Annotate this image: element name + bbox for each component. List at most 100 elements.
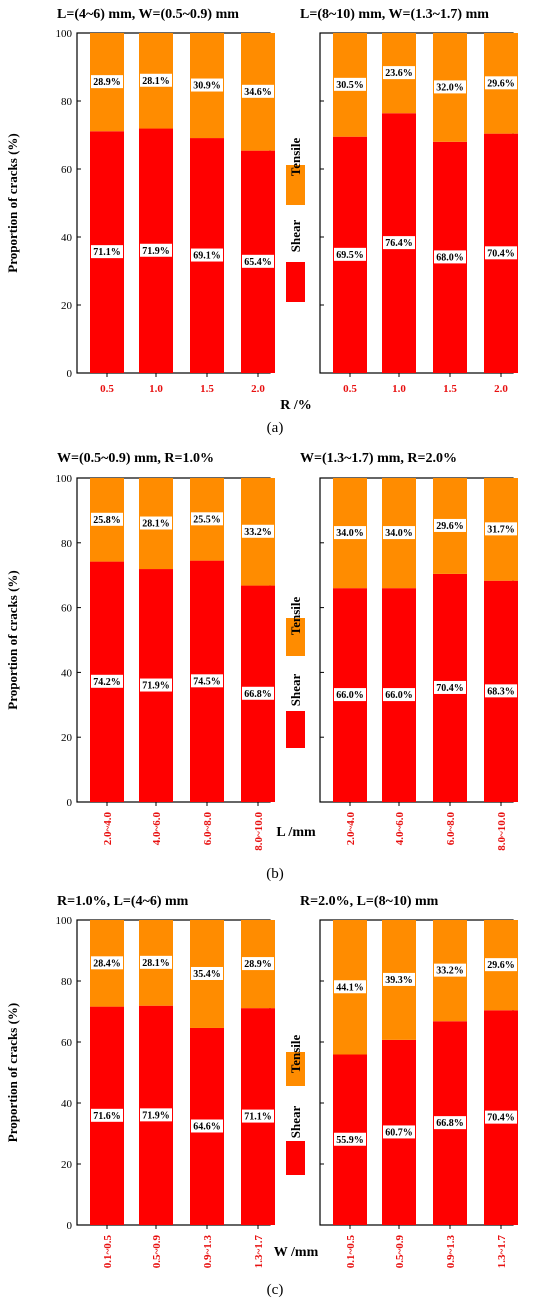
fig2-panel0-tensile-label-3: 28.9% bbox=[244, 959, 272, 970]
fig2-panel0-title: R=1.0%, L=(4~6) mm bbox=[57, 894, 189, 909]
fig1-panel0-tensile-label-bg-1 bbox=[140, 516, 172, 530]
fig0-panel0-shear-label-bg-0 bbox=[91, 245, 123, 259]
fig1-panel0-xtick-label-2: 6.0~8.0 bbox=[202, 812, 214, 846]
fig0-legend-shear-label: Shear bbox=[288, 220, 303, 253]
fig0-panel0-shear-label-2: 69.1% bbox=[193, 251, 221, 262]
fig0-panel0-shear-label-bg-2 bbox=[191, 248, 223, 262]
fig1-panel0-shear-label-1: 71.9% bbox=[142, 681, 170, 692]
fig2-legend-tensile-swatch bbox=[286, 1052, 305, 1086]
fig1-ytick-label-3: 60 bbox=[61, 603, 73, 615]
fig1-ytick-label-4: 80 bbox=[61, 538, 73, 550]
fig1-panel1-shear-label-3: 68.3% bbox=[487, 686, 515, 697]
fig0-panel0-shear-label-3: 65.4% bbox=[244, 257, 272, 268]
fig1-panel1-xtick-label-3: 8.0~10.0 bbox=[496, 812, 508, 851]
fig1-panel1-shear-label-bg-1 bbox=[383, 688, 415, 702]
fig2-legend-shear-label: Shear bbox=[288, 1106, 303, 1139]
fig0-panel0-tensile-label-3: 34.6% bbox=[244, 87, 272, 98]
fig1-panel0-tensile-label-bg-2 bbox=[191, 512, 223, 526]
fig0-legend-tensile-label: Tensile bbox=[288, 138, 303, 177]
fig0-panel1-shear-label-3: 70.4% bbox=[487, 248, 515, 259]
fig1-panel1-tensile-label-0: 34.0% bbox=[336, 528, 364, 539]
fig2-panel0-tensile-label-bg-1 bbox=[140, 955, 172, 969]
fig1-panel1-tensile-label-bg-2 bbox=[434, 518, 466, 532]
fig2-panel1-shear-label-bg-1 bbox=[383, 1125, 415, 1139]
fig1-ytick-label-0: 0 bbox=[67, 797, 73, 809]
fig1-caption: (b) bbox=[266, 866, 284, 882]
fig2-ylabel: Proportion of cracks (%) bbox=[5, 1003, 20, 1142]
fig2-panel1-shear-label-3: 70.4% bbox=[487, 1113, 515, 1124]
fig0-ylabel: Proportion of cracks (%) bbox=[5, 133, 20, 272]
fig1-ylabel: Proportion of cracks (%) bbox=[5, 570, 20, 709]
fig1-panel1-tensile-label-1: 34.0% bbox=[385, 528, 413, 539]
fig0-ytick-label-4: 80 bbox=[61, 96, 73, 108]
fig2-panel1-xtick-label-1: 0.5~0.9 bbox=[394, 1235, 406, 1269]
fig0-xlabel: R /% bbox=[280, 398, 312, 413]
fig2-ytick-label-5: 100 bbox=[56, 915, 73, 927]
fig2-caption: (c) bbox=[267, 1282, 284, 1298]
fig2-panel0-tensile-label-bg-0 bbox=[91, 956, 123, 970]
fig2-panel1-tensile-label-bg-2 bbox=[434, 963, 466, 977]
fig2-panel0-shear-label-bg-0 bbox=[91, 1108, 123, 1122]
fig2-panel0-shear-label-3: 71.1% bbox=[244, 1112, 272, 1123]
fig1-panel1-shear-label-2: 70.4% bbox=[436, 683, 464, 694]
fig2-panel0-tensile-label-2: 35.4% bbox=[193, 969, 221, 980]
fig1-panel0-tensile-label-bg-3 bbox=[242, 524, 274, 538]
fig0-panel1-tensile-label-0: 30.5% bbox=[336, 80, 364, 91]
fig0-panel1-shear-label-bg-3 bbox=[485, 246, 517, 260]
fig2-panel0-shear-label-2: 64.6% bbox=[193, 1121, 221, 1132]
fig0-ytick-label-3: 60 bbox=[61, 164, 73, 176]
fig2-legend-shear-swatch bbox=[286, 1141, 305, 1175]
fig0-panel0-xtick-label-2: 1.5 bbox=[200, 383, 214, 395]
fig1-panel1-xtick-label-0: 2.0~4.0 bbox=[345, 812, 357, 846]
fig2-panel0-tensile-label-bg-2 bbox=[191, 966, 223, 980]
fig1-legend-shear-label: Shear bbox=[288, 674, 303, 707]
fig2-panel0-tensile-label-0: 28.4% bbox=[93, 958, 121, 969]
fig2-panel0-xtick-label-2: 0.9~1.3 bbox=[202, 1235, 214, 1269]
fig2-ytick-label-0: 0 bbox=[67, 1220, 73, 1232]
fig0-panel1-tensile-label-bg-1 bbox=[383, 66, 415, 80]
fig1-panel0-tensile-label-3: 33.2% bbox=[244, 527, 272, 538]
fig2-panel1-title: R=2.0%, L=(8~10) mm bbox=[300, 894, 439, 909]
fig2-ytick-label-3: 60 bbox=[61, 1037, 73, 1049]
fig0-panel0-tensile-label-bg-3 bbox=[242, 84, 274, 98]
fig0-panel0-shear-label-1: 71.9% bbox=[142, 246, 170, 257]
fig2-panel0-tensile-label-bg-3 bbox=[242, 957, 274, 971]
fig2-panel1-tensile-label-3: 29.6% bbox=[487, 960, 515, 971]
fig1-panel1-xtick-label-2: 6.0~8.0 bbox=[445, 812, 457, 846]
fig1-panel0-shear-label-bg-2 bbox=[191, 674, 223, 688]
fig2-legend-tensile-label: Tensile bbox=[288, 1035, 303, 1074]
fig0-panel0-xtick-label-3: 2.0 bbox=[251, 383, 265, 395]
fig0-panel1-shear-label-1: 76.4% bbox=[385, 238, 413, 249]
fig0-panel0-shear-label-bg-3 bbox=[242, 254, 274, 268]
fig2-panel0-shear-label-1: 71.9% bbox=[142, 1110, 170, 1121]
fig1-panel0-shear-label-bg-1 bbox=[140, 678, 172, 692]
fig0-caption: (a) bbox=[267, 420, 284, 436]
fig2-panel0-tensile-label-1: 28.1% bbox=[142, 958, 170, 969]
fig2-panel1-shear-label-bg-3 bbox=[485, 1110, 517, 1124]
fig0-panel1-tensile-label-3: 29.6% bbox=[487, 78, 515, 89]
fig0-ytick-label-2: 40 bbox=[61, 232, 73, 244]
fig0-panel0-shear-label-bg-1 bbox=[140, 243, 172, 257]
fig0-panel1-xtick-label-0: 0.5 bbox=[343, 383, 357, 395]
fig0-panel0-xtick-label-1: 1.0 bbox=[149, 383, 163, 395]
fig2-panel1-tensile-label-bg-3 bbox=[485, 958, 517, 972]
fig2-panel1-tensile-label-0: 44.1% bbox=[336, 982, 364, 993]
fig0-panel1-tensile-label-bg-2 bbox=[434, 80, 466, 94]
fig2-panel1-tensile-label-bg-0 bbox=[334, 980, 366, 994]
fig2-panel1-tensile-label-2: 33.2% bbox=[436, 966, 464, 977]
fig0-legend-shear-swatch bbox=[286, 262, 305, 302]
fig2-panel1-tensile-label-bg-1 bbox=[383, 972, 415, 986]
fig2-panel1-shear-label-1: 60.7% bbox=[385, 1127, 413, 1138]
fig1-panel1-tensile-label-bg-0 bbox=[334, 526, 366, 540]
fig2-panel0-shear-label-bg-3 bbox=[242, 1109, 274, 1123]
fig0-panel1-tensile-label-bg-0 bbox=[334, 77, 366, 91]
fig1-panel0-shear-label-2: 74.5% bbox=[193, 676, 221, 687]
fig2-ytick-label-1: 20 bbox=[61, 1159, 73, 1171]
fig2-panel1-shear-label-0: 55.9% bbox=[336, 1135, 364, 1146]
fig0-legend-tensile-swatch bbox=[286, 165, 305, 205]
fig1-panel1-title: W=(1.3~1.7) mm, R=2.0% bbox=[300, 451, 457, 466]
fig1-panel0-shear-label-3: 66.8% bbox=[244, 689, 272, 700]
fig1-panel1-tensile-label-3: 31.7% bbox=[487, 524, 515, 535]
fig0-ytick-label-0: 0 bbox=[67, 368, 73, 380]
